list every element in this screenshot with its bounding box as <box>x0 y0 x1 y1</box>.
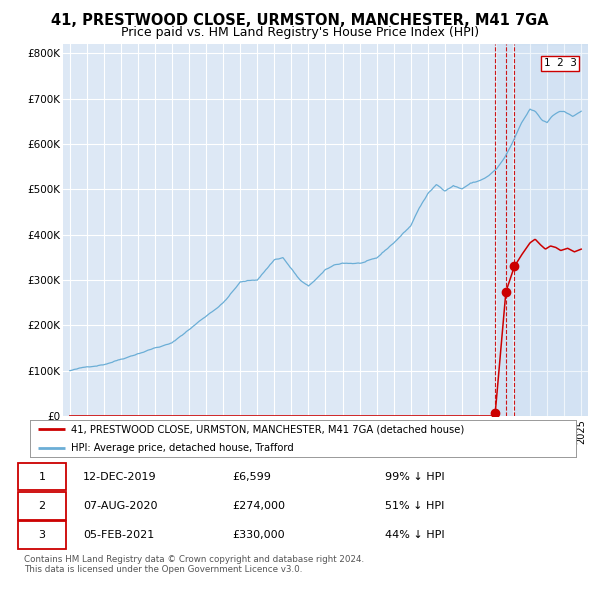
Text: 41, PRESTWOOD CLOSE, URMSTON, MANCHESTER, M41 7GA: 41, PRESTWOOD CLOSE, URMSTON, MANCHESTER… <box>51 13 549 28</box>
Text: 2: 2 <box>38 501 46 511</box>
Text: 05-FEB-2021: 05-FEB-2021 <box>83 530 154 540</box>
FancyBboxPatch shape <box>18 463 66 490</box>
Text: 51% ↓ HPI: 51% ↓ HPI <box>385 501 444 511</box>
Text: £330,000: £330,000 <box>232 530 285 540</box>
Text: 99% ↓ HPI: 99% ↓ HPI <box>385 471 444 481</box>
Text: £6,599: £6,599 <box>232 471 271 481</box>
Text: HPI: Average price, detached house, Trafford: HPI: Average price, detached house, Traf… <box>71 443 294 453</box>
Bar <box>495 44 596 416</box>
Text: 1  2  3: 1 2 3 <box>544 58 577 68</box>
Text: 1: 1 <box>38 471 46 481</box>
Text: 12-DEC-2019: 12-DEC-2019 <box>83 471 157 481</box>
Text: 3: 3 <box>38 530 46 540</box>
FancyBboxPatch shape <box>18 522 66 549</box>
Text: Price paid vs. HM Land Registry's House Price Index (HPI): Price paid vs. HM Land Registry's House … <box>121 26 479 39</box>
Text: 44% ↓ HPI: 44% ↓ HPI <box>385 530 444 540</box>
FancyBboxPatch shape <box>18 492 66 520</box>
Text: 41, PRESTWOOD CLOSE, URMSTON, MANCHESTER, M41 7GA (detached house): 41, PRESTWOOD CLOSE, URMSTON, MANCHESTER… <box>71 424 464 434</box>
Text: 07-AUG-2020: 07-AUG-2020 <box>83 501 157 511</box>
Text: £274,000: £274,000 <box>232 501 286 511</box>
Text: Contains HM Land Registry data © Crown copyright and database right 2024.
This d: Contains HM Land Registry data © Crown c… <box>24 555 364 574</box>
